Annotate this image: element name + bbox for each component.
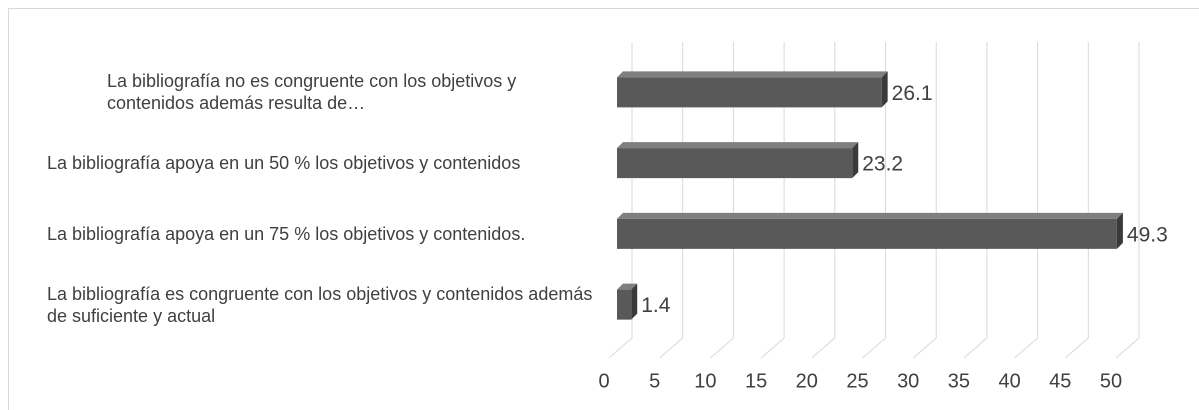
- bar-side: [1116, 212, 1123, 249]
- bar-front: [617, 218, 1117, 249]
- bar: [617, 212, 1123, 249]
- bar-top: [617, 71, 888, 78]
- bar-top: [617, 212, 1123, 219]
- bar: [617, 71, 888, 108]
- category-label: La bibliografía es congruente con los ob…: [47, 283, 593, 326]
- bar-front: [617, 77, 882, 108]
- bar-side: [881, 71, 888, 108]
- category-label: La bibliografía apoya en un 75 % los obj…: [47, 223, 526, 244]
- x-tick-label: 50: [1100, 370, 1122, 392]
- grid-line: [608, 42, 633, 359]
- x-tick-label: 35: [948, 370, 970, 392]
- grid-line: [912, 42, 937, 359]
- value-label: 49.3: [1127, 223, 1168, 246]
- grid-line: [659, 42, 684, 359]
- x-tick-label: 10: [694, 370, 716, 392]
- value-label: 26.1: [892, 82, 933, 105]
- bar-front: [617, 148, 853, 179]
- value-label: 1.4: [641, 294, 671, 317]
- value-label: 23.2: [862, 153, 903, 176]
- x-tick-label: 0: [598, 370, 609, 392]
- grid-line: [1064, 42, 1089, 359]
- bar-top: [617, 283, 638, 290]
- bar: [617, 142, 859, 179]
- chart-border: [8, 8, 1199, 410]
- category-label: La bibliografía apoya en un 50 % los obj…: [47, 153, 521, 174]
- x-tick-label: 40: [998, 370, 1020, 392]
- x-tick-label: 45: [1049, 370, 1071, 392]
- grid-line: [811, 42, 836, 359]
- grid-line: [1014, 42, 1039, 359]
- x-tick-label: 5: [649, 370, 660, 392]
- x-tick-label: 20: [796, 370, 818, 392]
- x-tick-label: 30: [897, 370, 919, 392]
- bar-side: [631, 283, 638, 320]
- category-label: La bibliografía no es congruente con los…: [107, 71, 517, 114]
- bar: [617, 283, 638, 320]
- grid-line: [862, 42, 886, 359]
- bar-top: [617, 142, 859, 149]
- x-tick-label: 15: [745, 370, 767, 392]
- bar-front: [617, 289, 632, 320]
- bar-side: [852, 142, 859, 179]
- grid-line: [760, 42, 785, 359]
- grid-line: [710, 42, 734, 359]
- grid-line: [1115, 42, 1140, 359]
- grid-line: [963, 42, 988, 359]
- x-tick-label: 25: [846, 370, 868, 392]
